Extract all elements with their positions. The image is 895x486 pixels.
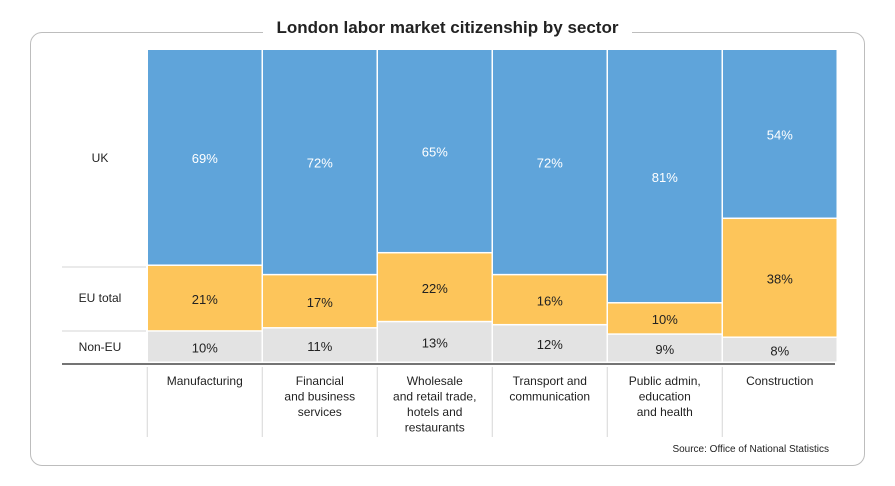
category-label: Public admin, bbox=[629, 374, 701, 388]
category-label: Transport and bbox=[513, 374, 587, 388]
bar-segment bbox=[493, 275, 607, 324]
bar-segment bbox=[723, 337, 837, 362]
data-label: 54% bbox=[767, 128, 793, 143]
bar-segment bbox=[148, 331, 262, 362]
data-label: 10% bbox=[652, 312, 678, 327]
data-label: 13% bbox=[422, 336, 448, 351]
category-label: restaurants bbox=[405, 421, 465, 435]
category-label: and retail trade, bbox=[393, 390, 476, 404]
bar-segment bbox=[493, 325, 607, 362]
category-label: services bbox=[298, 405, 342, 419]
bar-segment bbox=[378, 253, 492, 321]
category-label: Financial bbox=[296, 374, 344, 388]
data-label: 22% bbox=[422, 281, 448, 296]
category-label: Construction bbox=[746, 374, 813, 388]
bar-segment bbox=[493, 50, 607, 274]
category-label: education bbox=[639, 390, 691, 404]
row-label: EU total bbox=[79, 291, 122, 305]
chart-title-wrap: London labor market citizenship by secto… bbox=[0, 18, 895, 38]
data-label: 69% bbox=[192, 151, 218, 166]
data-label: 17% bbox=[307, 295, 333, 310]
data-label: 81% bbox=[652, 170, 678, 185]
data-label: 11% bbox=[307, 339, 332, 354]
bar-segment bbox=[148, 265, 262, 331]
data-label: 21% bbox=[192, 292, 218, 307]
data-label: 10% bbox=[192, 340, 218, 355]
category-label: Wholesale bbox=[407, 374, 463, 388]
bar-segment bbox=[723, 50, 837, 218]
bar-segment bbox=[378, 322, 492, 362]
bar-segment bbox=[148, 50, 262, 265]
data-label: 8% bbox=[770, 343, 789, 358]
source-note: Source: Office of National Statistics bbox=[672, 444, 829, 455]
category-label: communication bbox=[509, 390, 590, 404]
data-label: 72% bbox=[537, 156, 563, 171]
category-label: Manufacturing bbox=[167, 374, 243, 388]
data-label: 12% bbox=[537, 337, 563, 352]
data-label: 16% bbox=[537, 293, 563, 308]
bar-segment bbox=[608, 334, 722, 362]
category-label: hotels and bbox=[407, 405, 462, 419]
row-label: UK bbox=[92, 151, 109, 165]
row-label: Non-EU bbox=[79, 340, 122, 354]
category-label: and health bbox=[637, 405, 693, 419]
category-label: and business bbox=[284, 390, 355, 404]
data-label: 38% bbox=[767, 271, 793, 286]
bar-segment bbox=[608, 303, 722, 334]
data-label: 72% bbox=[307, 156, 333, 171]
bar-segment bbox=[263, 50, 377, 274]
bar-segment bbox=[723, 219, 837, 337]
bar-segment bbox=[263, 328, 377, 362]
bar-segment bbox=[263, 275, 377, 328]
data-label: 9% bbox=[655, 342, 674, 357]
bar-segment bbox=[608, 50, 722, 303]
data-label: 65% bbox=[422, 145, 448, 160]
chart-title: London labor market citizenship by secto… bbox=[262, 18, 633, 37]
bar-segment bbox=[378, 50, 492, 252]
